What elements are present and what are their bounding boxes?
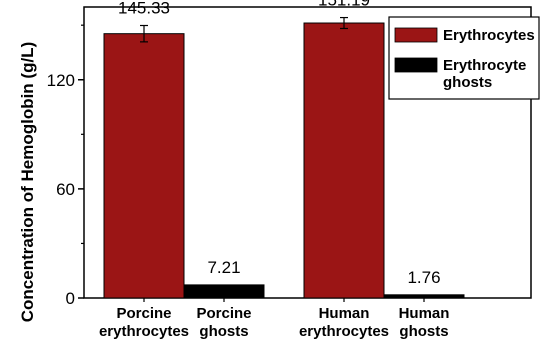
x-tick-label: Porcine erythrocytes [99, 305, 189, 340]
legend: Erythrocytes Erythrocyte ghosts [388, 16, 540, 100]
bars-layer [103, 16, 465, 299]
legend-label: Erythrocytes [443, 27, 535, 44]
legend-label: Erythrocyte ghosts [443, 57, 526, 91]
y-tick-label: 120 [47, 71, 75, 90]
data-label: 1.76 [407, 268, 440, 287]
data-label: 7.21 [207, 258, 240, 277]
y-tick-label: 60 [56, 180, 75, 199]
x-tick-label: Human ghosts [399, 305, 450, 340]
data-label: 145.33 [118, 0, 170, 17]
y-tick-label: 0 [66, 289, 75, 308]
labels-layer: 145.33 7.21 151.19 1.76 [118, 0, 441, 287]
data-label: 151.19 [318, 0, 370, 10]
x-tick-label: Porcine ghosts [196, 305, 251, 340]
legend-swatch [394, 57, 438, 73]
bar [103, 33, 185, 299]
bar [183, 284, 265, 299]
x-tick-label: Human erythrocytes [299, 305, 389, 340]
bar [303, 22, 385, 299]
legend-swatch [394, 27, 438, 43]
y-axis-label: Concentration of Hemoglobin (g/L) [18, 42, 37, 322]
bar [383, 294, 465, 299]
